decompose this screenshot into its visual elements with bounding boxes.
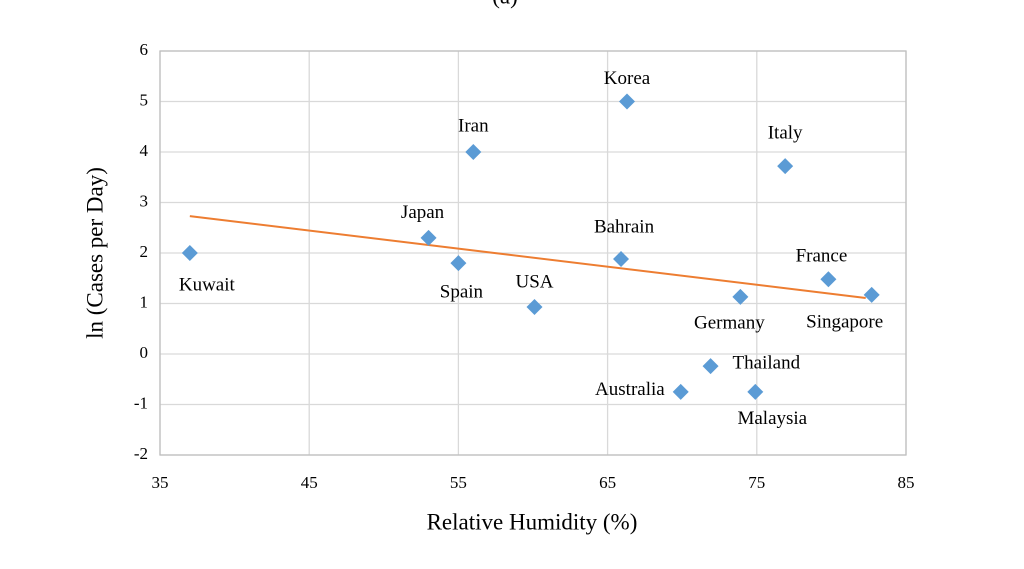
- point-label: Malaysia: [737, 408, 807, 429]
- point-label: Thailand: [733, 352, 801, 373]
- point: [777, 158, 794, 175]
- point: [526, 299, 543, 316]
- x-axis-title: Relative Humidity (%): [427, 509, 638, 534]
- point: [420, 229, 437, 246]
- trendline: [189, 215, 866, 299]
- point: [732, 288, 749, 305]
- y-tick-label: 6: [140, 40, 149, 59]
- y-tick-label: -1: [134, 393, 148, 412]
- x-tick-label: 85: [898, 473, 915, 492]
- point: [672, 383, 689, 400]
- point-label: Bahrain: [594, 216, 655, 237]
- point-label: USA: [515, 271, 553, 292]
- x-tick-label: 75: [748, 473, 765, 492]
- point: [820, 271, 837, 288]
- y-tick-label: 2: [140, 242, 149, 261]
- y-tick-label: 3: [140, 191, 149, 210]
- y-tick-label: 4: [140, 141, 149, 160]
- chart-title: (a): [492, 0, 518, 8]
- y-tick-label: 5: [140, 90, 149, 109]
- point: [450, 255, 467, 272]
- point-label: Singapore: [806, 311, 883, 332]
- x-tick-label: 65: [599, 473, 616, 492]
- y-tick-label: 0: [140, 343, 149, 362]
- point-label: Japan: [401, 202, 445, 223]
- point-label: Australia: [595, 379, 665, 400]
- y-tick-label: -2: [134, 444, 148, 463]
- point: [618, 93, 635, 110]
- x-tick-label: 35: [152, 473, 169, 492]
- point-label: Iran: [458, 115, 489, 136]
- x-tick-label: 55: [450, 473, 467, 492]
- point: [465, 144, 482, 160]
- point-label: France: [796, 246, 848, 267]
- point: [181, 245, 198, 261]
- plot-border: [159, 50, 907, 456]
- x-tick-label: 45: [301, 473, 318, 492]
- point-label: Italy: [768, 122, 803, 143]
- point: [747, 383, 764, 400]
- point: [613, 251, 630, 268]
- point: [863, 286, 880, 303]
- point-label: Spain: [440, 281, 484, 302]
- point: [702, 358, 719, 375]
- point-label: Kuwait: [179, 274, 236, 295]
- point-label: Korea: [604, 68, 651, 89]
- point-label: Germany: [694, 312, 765, 333]
- y-axis-title: ln (Cases per Day): [82, 167, 107, 339]
- y-tick-label: 1: [140, 292, 149, 311]
